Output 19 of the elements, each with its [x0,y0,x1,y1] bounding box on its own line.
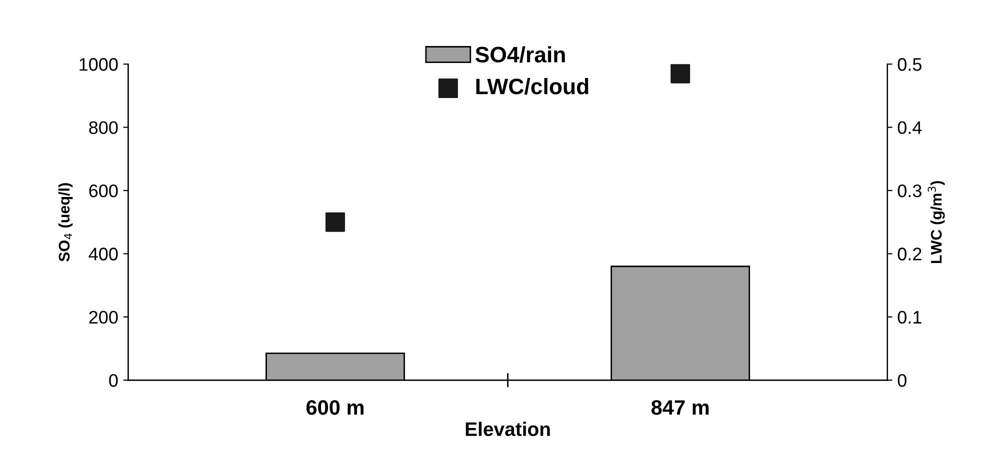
y-tick-label: 0 [109,374,118,387]
y2-axis-title: LWC (g/m$^{3}$) [928,181,945,264]
x-tick-label: 847 m [651,400,709,415]
y-tick-label: 400 [88,248,118,260]
y-axis-title: SO$_{4}$ (ueq/l) [58,183,73,262]
legend-label: SO4/rain [475,46,565,63]
x-tick-label: 600 m [306,400,364,415]
y-tick-label: 1000 [80,58,118,71]
y2-tick-label: 0.5 [898,58,922,71]
y2-tick-label: 0.1 [898,310,922,324]
y2-tick-label: 0 [898,374,906,387]
x-axis-title: Elevation [466,422,550,436]
y-tick-label: 600 [89,184,118,198]
y-tick-label: 200 [89,310,118,324]
y2-tick-label: 0.4 [898,121,922,134]
y-tick-label: 800 [89,121,118,134]
y2-tick-label: 0.2 [898,248,922,260]
legend-label: LWC/cloud [476,78,588,95]
y2-tick-label: 0.3 [898,184,922,198]
